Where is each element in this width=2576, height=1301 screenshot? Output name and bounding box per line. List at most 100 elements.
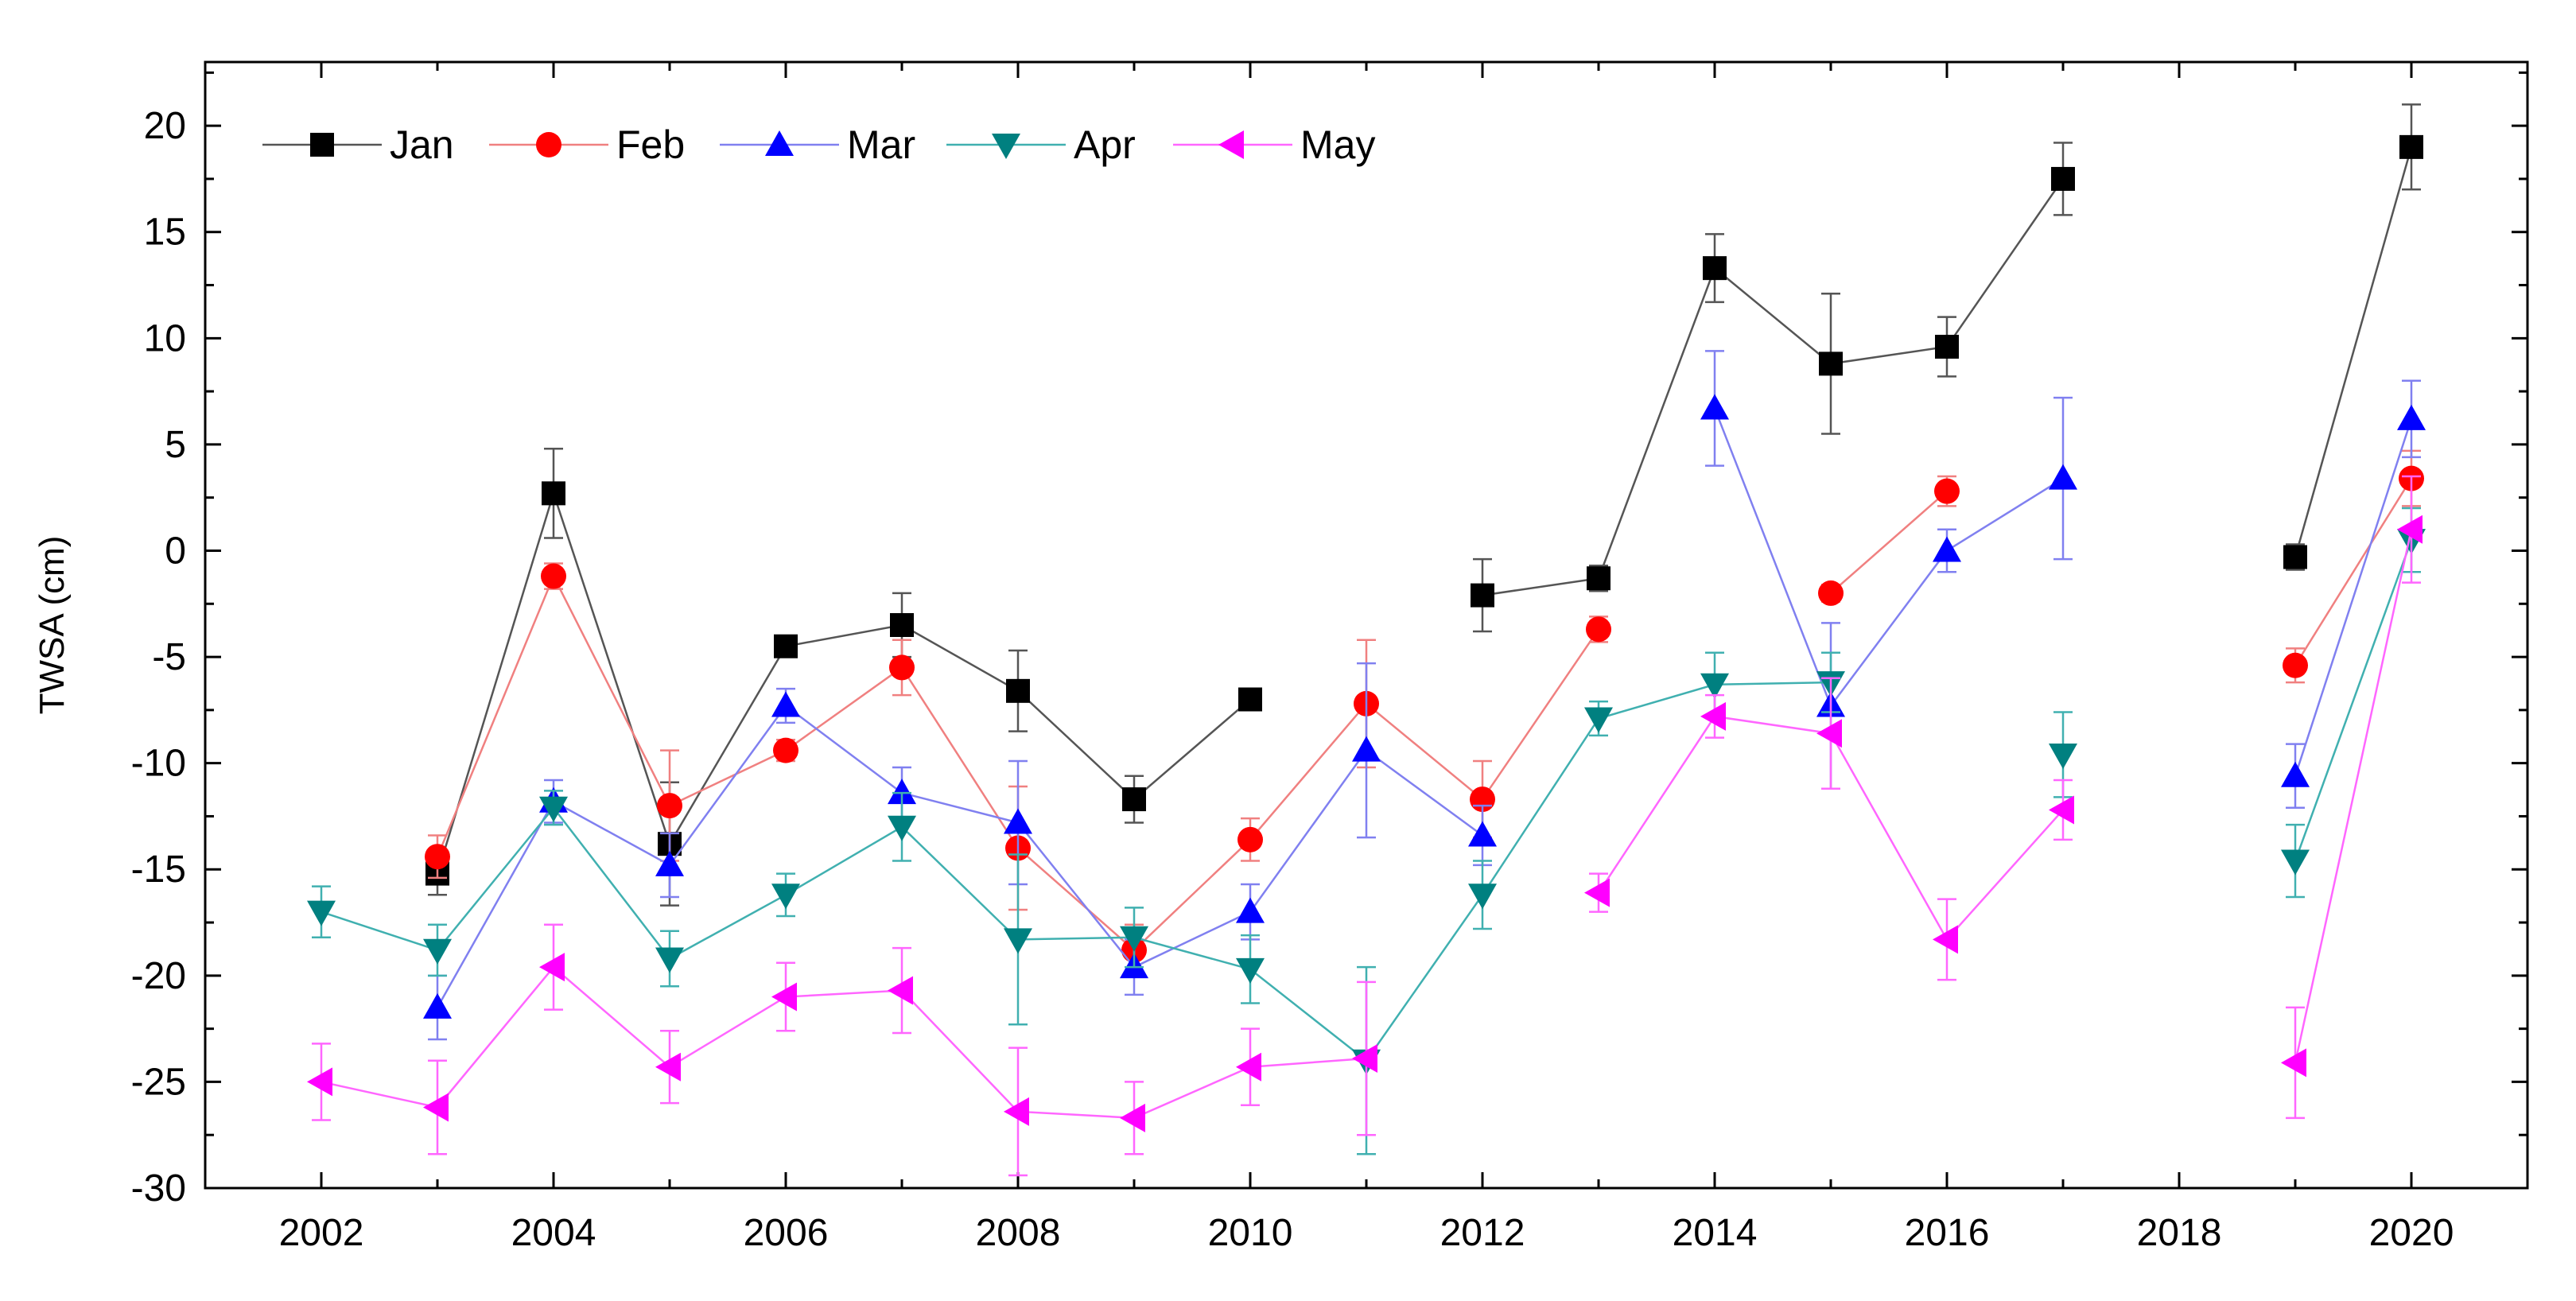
legend-label: Feb — [616, 122, 685, 167]
data-point-feb — [657, 793, 682, 819]
plot-frame — [204, 60, 2529, 1190]
data-point-may — [771, 982, 797, 1012]
data-point-apr — [888, 815, 916, 841]
data-point-may — [2397, 515, 2423, 544]
data-point-apr — [1584, 707, 1613, 733]
series-apr — [307, 507, 2426, 1155]
x-tick-label: 2002 — [279, 1212, 364, 1254]
y-tick-label: 10 — [144, 317, 186, 359]
data-point-jan — [890, 613, 914, 637]
data-point-may — [1700, 701, 1726, 731]
data-point-jan — [1006, 678, 1030, 703]
data-point-feb — [541, 563, 566, 589]
data-point-apr — [1120, 926, 1148, 952]
legend-label: Apr — [1074, 122, 1136, 167]
data-point-feb — [2283, 652, 2308, 678]
data-point-apr — [1700, 673, 1729, 699]
data-point-apr — [539, 796, 568, 822]
x-tick-label: 2014 — [1673, 1212, 1758, 1254]
data-point-feb — [425, 844, 450, 870]
x-tick-label: 2020 — [2369, 1212, 2454, 1254]
legend-label: Mar — [847, 122, 915, 167]
x-tick-label: 2016 — [1905, 1212, 1990, 1254]
data-point-may — [2049, 795, 2074, 825]
legend-item-jan: Jan — [262, 122, 454, 167]
data-point-may — [1816, 719, 1842, 748]
data-point-mar — [1352, 736, 1381, 762]
data-point-jan — [1122, 787, 1146, 812]
series-line-apr — [2294, 539, 2413, 861]
y-tick-label: 20 — [144, 105, 186, 147]
data-point-may — [307, 1067, 332, 1097]
data-point-jan — [1238, 687, 1262, 712]
data-point-mar — [2281, 761, 2310, 787]
data-point-mar — [1700, 394, 1729, 420]
legend-marker — [536, 132, 561, 157]
series-line-may — [2294, 529, 2413, 1063]
series-jan — [425, 103, 2423, 907]
data-point-may — [1352, 1044, 1377, 1074]
x-tick-label: 2012 — [1440, 1212, 1525, 1254]
series-line-feb — [1830, 490, 1948, 594]
data-point-may — [423, 1093, 449, 1122]
y-tick-label: 0 — [165, 530, 186, 572]
y-tick-label: 5 — [165, 424, 186, 466]
data-point-mar — [1933, 536, 1961, 562]
data-point-jan — [1935, 335, 1959, 359]
data-point-mar — [1004, 808, 1032, 834]
data-point-mar — [888, 779, 916, 805]
data-point-mar — [771, 691, 800, 717]
series-may — [307, 475, 2423, 1177]
data-point-feb — [1818, 580, 1844, 606]
legend-marker — [1218, 130, 1244, 159]
data-point-may — [2281, 1048, 2306, 1078]
x-tick-label: 2004 — [511, 1212, 596, 1254]
series-layer — [307, 103, 2426, 1177]
series-line-mar — [2294, 418, 2413, 777]
data-point-apr — [2281, 849, 2310, 876]
data-point-jan — [1703, 256, 1727, 281]
data-point-may — [1120, 1103, 1145, 1132]
legend: Jan Feb Mar Apr May — [262, 122, 1375, 167]
data-point-mar — [1468, 821, 1497, 847]
data-point-feb — [1586, 616, 1611, 643]
y-tick-label: -20 — [131, 955, 186, 997]
series-line-mar — [1713, 408, 2064, 709]
data-point-may — [539, 953, 565, 982]
legend-marker — [310, 133, 334, 157]
y-tick-label: 15 — [144, 212, 186, 254]
data-point-apr — [1004, 928, 1032, 954]
data-point-may — [1004, 1097, 1029, 1126]
y-tick-label: -5 — [152, 636, 186, 678]
axes-layer: 2002 2004 2006 2008 2010 2012 2014 2016 2018 2020… — [131, 62, 2529, 1254]
legend-item-feb: Feb — [489, 122, 685, 167]
data-point-may — [1236, 1052, 1261, 1082]
series-line-jan — [2294, 146, 2413, 557]
data-point-jan — [1587, 566, 1610, 591]
data-point-may — [655, 1052, 681, 1082]
series-line-mar — [436, 704, 1483, 1008]
data-point-may — [888, 976, 913, 1005]
y-tick-label: -30 — [131, 1167, 186, 1210]
data-point-jan — [1819, 351, 1843, 376]
data-point-apr — [1468, 884, 1497, 910]
data-point-jan — [1471, 583, 1494, 608]
legend-marker — [992, 134, 1020, 159]
legend-marker — [765, 130, 794, 156]
y-axis-label: TWSA (cm) — [33, 536, 72, 715]
data-point-jan — [774, 634, 798, 658]
data-point-apr — [771, 884, 800, 910]
data-point-apr — [2049, 743, 2077, 769]
legend-item-apr: Apr — [946, 122, 1136, 167]
series-line-jan — [436, 490, 1251, 874]
x-tick-label: 2006 — [744, 1212, 829, 1254]
data-point-apr — [655, 947, 684, 973]
data-point-jan — [2283, 545, 2307, 569]
data-point-mar — [655, 850, 684, 876]
data-point-feb — [889, 654, 915, 681]
data-point-mar — [1236, 897, 1265, 923]
data-point-mar — [423, 992, 452, 1019]
data-point-feb — [1934, 478, 1960, 504]
legend-item-may: May — [1173, 122, 1375, 167]
